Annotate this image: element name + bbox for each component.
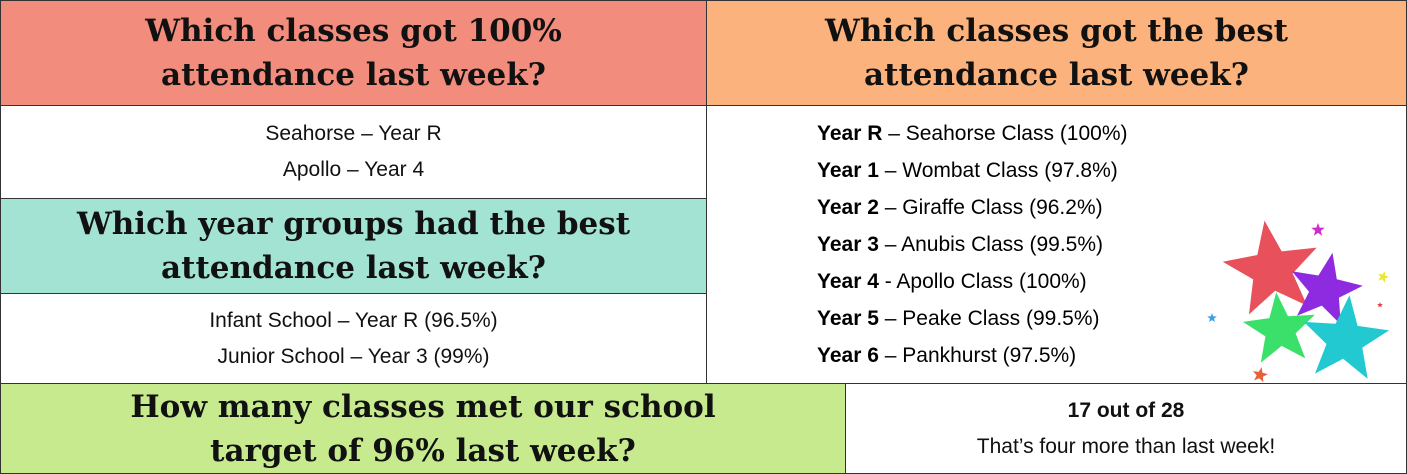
title-line: Which year groups had the best <box>77 202 630 246</box>
star <box>1377 302 1383 307</box>
title-line: How many classes met our school <box>130 385 715 429</box>
year: Year 2 <box>817 196 879 219</box>
class-detail: – Seahorse Class (100%) <box>882 122 1127 145</box>
year: Year 6 <box>817 344 879 367</box>
page: Which classes got 100% attendance last w… <box>0 0 1407 474</box>
note: That’s four more than last week! <box>977 429 1275 465</box>
year: Year R <box>817 122 882 145</box>
title-line: attendance last week? <box>864 53 1249 97</box>
star <box>1253 367 1268 382</box>
answer-line: Apollo – Year 4 <box>283 152 424 188</box>
list-row: Year 4 - Apollo Class (100%) <box>817 263 1087 300</box>
stars-decoration <box>1200 215 1405 385</box>
q3-answer: Infant School – Year R (96.5%) Junior Sc… <box>0 293 707 384</box>
title-line: attendance last week? <box>161 53 546 97</box>
year: Year 4 <box>817 270 879 293</box>
star <box>1378 271 1389 282</box>
answer: 17 out of 28 <box>1068 393 1185 429</box>
list-row: Year 5 – Peake Class (99.5%) <box>817 300 1100 337</box>
q3-header: Which year groups had the best attendanc… <box>0 198 707 294</box>
q1-answer: Seahorse – Year R Apollo – Year 4 <box>0 105 707 199</box>
class-detail: – Peake Class (99.5%) <box>879 307 1100 330</box>
answer-line: Seahorse – Year R <box>265 116 441 152</box>
q4-answer: 17 out of 28 That’s four more than last … <box>845 383 1407 474</box>
list-row: Year 3 – Anubis Class (99.5%) <box>817 226 1103 263</box>
q2-header: Which classes got the best attendance la… <box>706 0 1407 106</box>
title-line: Which classes got the best <box>825 9 1288 53</box>
year: Year 5 <box>817 307 879 330</box>
star <box>1311 223 1324 236</box>
list-row: Year 6 – Pankhurst (97.5%) <box>817 337 1076 374</box>
class-detail: – Anubis Class (99.5%) <box>879 233 1103 256</box>
title-line: target of 96% last week? <box>210 429 636 473</box>
q1-header: Which classes got 100% attendance last w… <box>0 0 707 106</box>
class-detail: - Apollo Class (100%) <box>879 270 1087 293</box>
class-detail: – Pankhurst (97.5%) <box>879 344 1076 367</box>
answer-line: Junior School – Year 3 (99%) <box>217 339 489 375</box>
title-line: Which classes got 100% <box>145 9 562 53</box>
year: Year 1 <box>817 159 879 182</box>
answer-line: Infant School – Year R (96.5%) <box>209 303 497 339</box>
star <box>1223 221 1317 315</box>
star <box>1207 313 1217 322</box>
title-line: attendance last week? <box>161 246 546 290</box>
list-row: Year R – Seahorse Class (100%) <box>817 115 1128 152</box>
list-row: Year 1 – Wombat Class (97.8%) <box>817 152 1118 189</box>
class-detail: – Giraffe Class (96.2%) <box>879 196 1103 219</box>
star <box>1304 295 1389 379</box>
q4-header: How many classes met our school target o… <box>0 383 846 474</box>
class-detail: – Wombat Class (97.8%) <box>879 159 1118 182</box>
year: Year 3 <box>817 233 879 256</box>
list-row: Year 2 – Giraffe Class (96.2%) <box>817 189 1103 226</box>
